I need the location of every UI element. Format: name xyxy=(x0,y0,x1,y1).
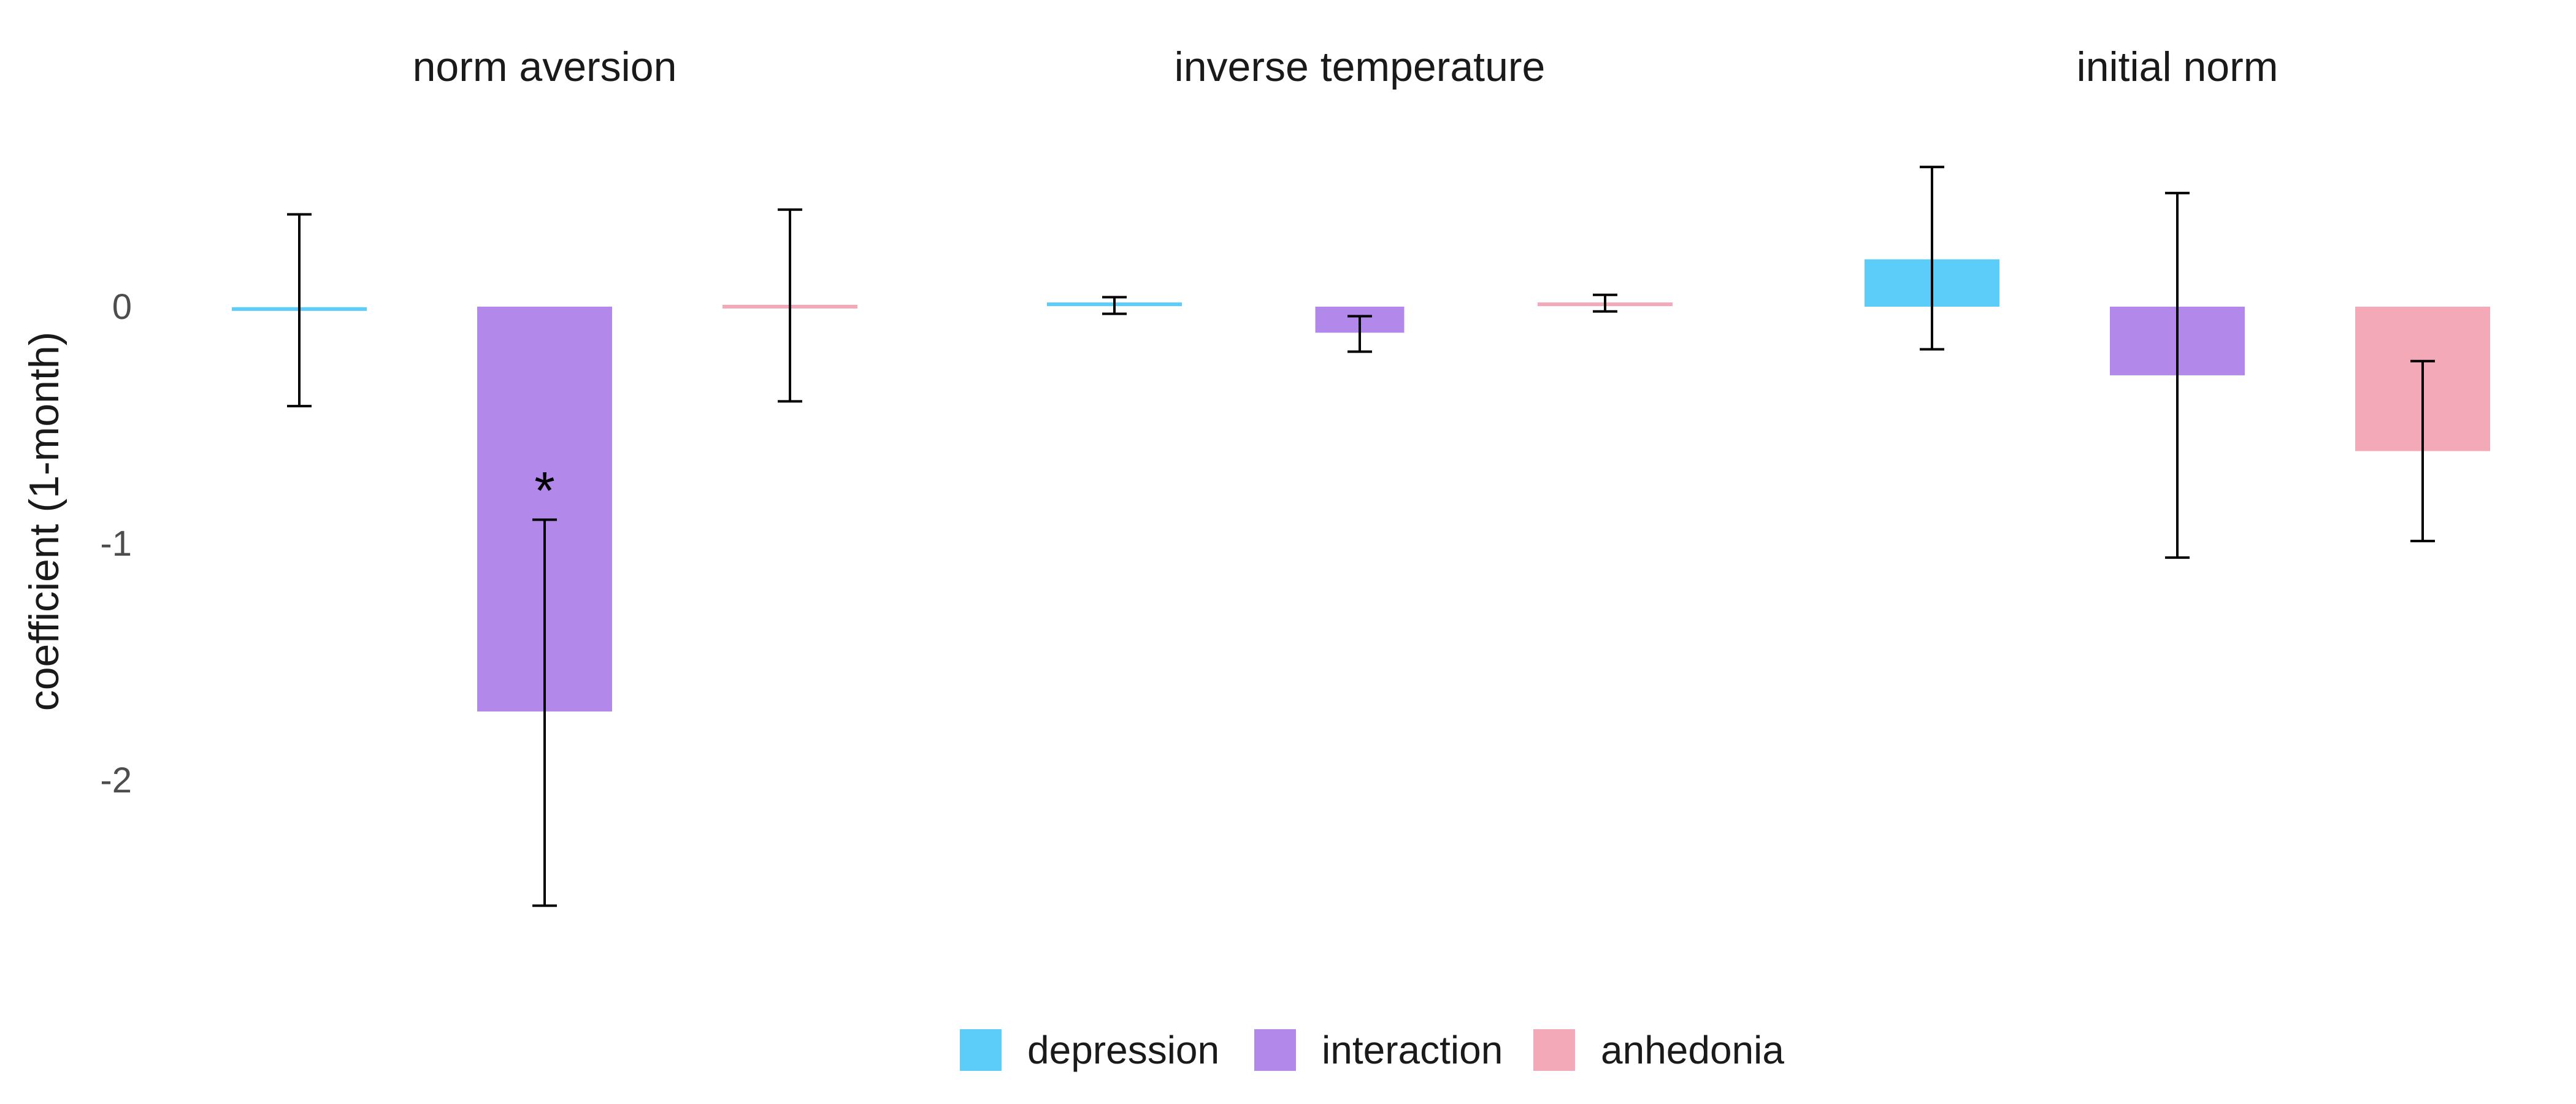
panel-initial-norm: initial norm xyxy=(1865,44,2490,559)
legend-label: interaction xyxy=(1322,1028,1503,1072)
error-bar xyxy=(778,208,802,403)
panel-title: norm aversion xyxy=(413,44,677,90)
legend-item-depression: depression xyxy=(960,1028,1219,1072)
y-axis: coefficient (1-month) 0 -1 -2 xyxy=(21,287,132,800)
significance-marker: * xyxy=(534,461,554,520)
chart-panels: norm aversion * inverse temperature initial… xyxy=(232,44,2490,907)
legend-label: depression xyxy=(1027,1028,1219,1072)
panel-title: inverse temperature xyxy=(1175,44,1546,90)
y-tick-label: -1 xyxy=(100,524,132,564)
error-bar xyxy=(2410,359,2435,543)
error-bar xyxy=(1593,293,1617,313)
y-axis-label: coefficient (1-month) xyxy=(21,332,67,711)
error-bar xyxy=(1347,315,1372,353)
legend-swatch xyxy=(960,1029,1002,1071)
error-bar xyxy=(1102,296,1127,315)
panel-norm-aversion: norm aversion * xyxy=(232,44,857,907)
y-tick-label: -2 xyxy=(100,761,132,800)
error-bar xyxy=(1920,166,1944,351)
y-tick-label: 0 xyxy=(112,287,132,327)
panel-inverse-temperature: inverse temperature xyxy=(1047,44,1673,353)
legend-swatch xyxy=(1533,1029,1575,1071)
legend-item-interaction: interaction xyxy=(1254,1028,1503,1072)
legend-label: anhedonia xyxy=(1601,1028,1784,1072)
legend-item-anhedonia: anhedonia xyxy=(1533,1028,1784,1072)
legend: depression interaction anhedonia xyxy=(960,1028,1784,1072)
error-bar xyxy=(532,518,557,907)
error-bar xyxy=(2165,191,2190,559)
error-bar xyxy=(287,213,312,408)
legend-swatch xyxy=(1254,1029,1296,1071)
panel-title: initial norm xyxy=(2077,44,2279,90)
